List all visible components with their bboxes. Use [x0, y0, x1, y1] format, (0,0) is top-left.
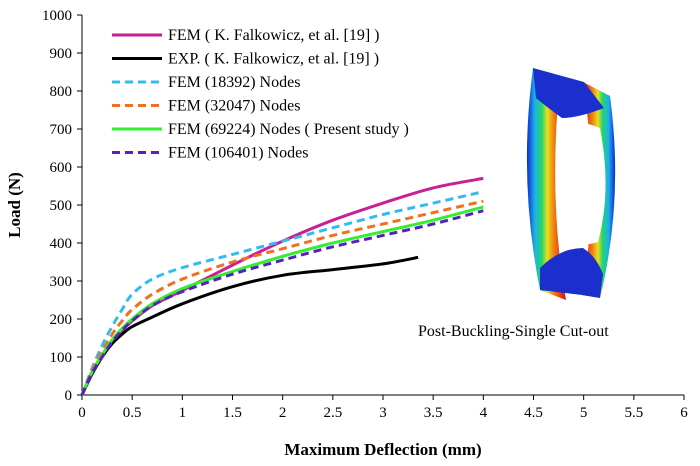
y-tick-label: 200 — [50, 312, 73, 328]
x-tick-label: 3.5 — [424, 405, 443, 421]
x-tick-label: 5 — [580, 405, 588, 421]
series-line-2 — [80, 255, 419, 396]
legend-label-5: FEM (69224) Nodes ( Present study ) — [168, 121, 409, 138]
y-axis-title: Load (N) — [5, 172, 24, 238]
x-axis-title: Maximum Deflection (mm) — [284, 440, 481, 459]
x-tick-label: 6 — [680, 405, 688, 421]
plate-bottom-strip — [540, 248, 603, 298]
legend-label-1: FEM ( K. Falkowicz, et al. [19] ) — [168, 27, 380, 44]
legend-label-3: FEM (18392) Nodes — [168, 74, 300, 91]
y-tick-label: 100 — [50, 350, 73, 366]
legend-label-4: FEM (32047) Nodes — [168, 98, 300, 115]
series-line-1 — [80, 176, 484, 396]
plate-cutout — [556, 120, 606, 245]
x-tick-label: 1.5 — [223, 405, 242, 421]
plate-top-strip — [533, 68, 604, 118]
legend-label-2: EXP. ( K. Falkowicz, et al. [19] ) — [168, 51, 379, 68]
series-line-4 — [80, 199, 484, 396]
legend-label-6: FEM (106401) Nodes — [168, 145, 308, 162]
x-tick-label: 0.5 — [123, 405, 142, 421]
buckled-plate-image — [526, 68, 616, 300]
y-tick-label: 0 — [65, 388, 73, 404]
x-tick-label: 4 — [480, 405, 488, 421]
legend: FEM ( K. Falkowicz, et al. [19] ) EXP. ( … — [112, 27, 409, 162]
series-lines — [80, 176, 484, 396]
x-ticks: 0 0.5 1 1.5 2 2.5 3 3.5 4 4.5 5 5.5 6 — [78, 395, 688, 421]
y-tick-label: 900 — [50, 46, 73, 62]
y-tick-label: 400 — [50, 236, 73, 252]
x-tick-label: 2.5 — [323, 405, 342, 421]
x-tick-label: 2 — [279, 405, 287, 421]
series-line-5 — [80, 205, 484, 396]
annotation-label: Post-Buckling-Single Cut-out — [418, 323, 609, 340]
y-ticks: 0 100 200 300 400 500 600 700 800 900 1000 — [42, 8, 82, 404]
x-tick-label: 0 — [78, 405, 86, 421]
y-tick-label: 1000 — [42, 8, 72, 24]
series-line-3 — [80, 190, 484, 396]
x-tick-label: 1 — [179, 405, 187, 421]
y-tick-label: 800 — [50, 84, 73, 100]
y-tick-label: 300 — [50, 274, 73, 290]
plate-left-strip — [526, 68, 566, 300]
x-tick-label: 4.5 — [524, 405, 543, 421]
x-tick-label: 3 — [379, 405, 387, 421]
y-tick-label: 700 — [50, 122, 73, 138]
series-line-6 — [80, 209, 484, 396]
y-tick-label: 500 — [50, 198, 73, 214]
x-tick-label: 5.5 — [624, 405, 643, 421]
y-tick-label: 600 — [50, 160, 73, 176]
